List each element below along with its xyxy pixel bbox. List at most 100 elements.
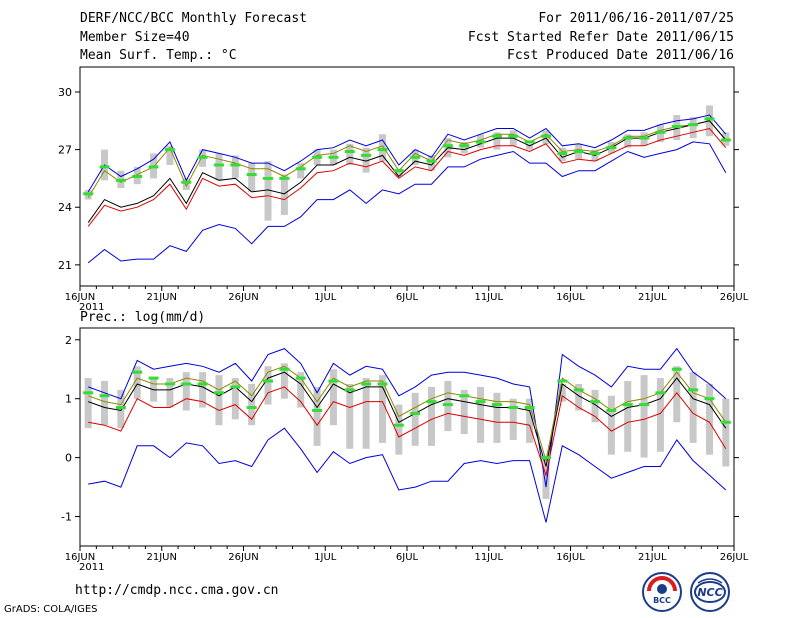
prec-box bbox=[477, 386, 485, 443]
prec-box bbox=[411, 392, 419, 446]
temp-box bbox=[297, 163, 305, 179]
temp-green-marker bbox=[246, 173, 257, 177]
prec-ytick-label: 0 bbox=[65, 452, 72, 465]
prec-box bbox=[575, 383, 583, 411]
temp-box bbox=[346, 143, 354, 165]
temp-box bbox=[378, 134, 386, 162]
chart-title: DERF/NCC/BCC Monthly Forecast bbox=[80, 11, 307, 26]
prec-green-marker bbox=[328, 379, 339, 383]
prec-box bbox=[460, 389, 468, 435]
temp-green-marker bbox=[590, 151, 601, 155]
footer-url[interactable]: http://cmdp.ncc.cma.gov.cn bbox=[75, 583, 279, 598]
prec-green-marker bbox=[459, 394, 470, 398]
prec-green-marker bbox=[590, 400, 601, 404]
temp-green-marker bbox=[491, 134, 502, 138]
temp-ytick-label: 21 bbox=[58, 259, 72, 272]
temp-ytick-label: 24 bbox=[58, 201, 72, 214]
prec-box bbox=[378, 375, 386, 443]
prec-ytick-label: 2 bbox=[65, 334, 72, 347]
temp-box bbox=[231, 155, 239, 179]
prec-xtick-label: 11JUL bbox=[474, 552, 503, 563]
temp-green-marker bbox=[295, 167, 306, 171]
prec-box bbox=[722, 398, 730, 467]
prec-box bbox=[362, 378, 370, 449]
prec-green-marker bbox=[622, 403, 633, 407]
prec-xtick-label: 1JUL bbox=[314, 552, 337, 563]
temp-green-marker bbox=[688, 123, 699, 127]
prec-ytick-label: -1 bbox=[61, 511, 72, 524]
bcc-logo-text: BCC bbox=[653, 596, 671, 605]
temp-green-marker bbox=[540, 134, 551, 138]
temp-line-min bbox=[87, 141, 727, 264]
temp-green-marker bbox=[83, 192, 94, 196]
prec-green-marker bbox=[557, 379, 568, 383]
prec-box bbox=[526, 398, 534, 443]
variable-label: Mean Surf. Temp.: °C bbox=[80, 48, 237, 63]
prec-box bbox=[705, 383, 713, 455]
temp-green-marker bbox=[655, 130, 666, 134]
temp-box bbox=[526, 143, 534, 150]
prec-box bbox=[509, 398, 517, 440]
temp-green-marker bbox=[671, 125, 682, 129]
prec-green-marker bbox=[213, 391, 224, 395]
temp-green-marker bbox=[197, 155, 208, 159]
temp-green-marker bbox=[508, 134, 519, 138]
prec-green-marker bbox=[688, 388, 699, 392]
temp-green-marker bbox=[361, 153, 372, 157]
prec-green-marker bbox=[704, 397, 715, 401]
prec-green-marker bbox=[491, 403, 502, 407]
temp-box bbox=[166, 145, 174, 165]
temp-green-marker bbox=[475, 140, 486, 144]
temp-xtick-label: 21JUN bbox=[147, 292, 177, 303]
prec-green-marker bbox=[230, 385, 241, 389]
prec-green-marker bbox=[148, 376, 159, 380]
temp-green-marker bbox=[164, 148, 175, 152]
temp-green-marker bbox=[639, 136, 650, 140]
prec-frame bbox=[79, 327, 735, 547]
prec-box bbox=[297, 372, 305, 408]
prec-green-marker bbox=[573, 388, 584, 392]
temp-box bbox=[215, 153, 223, 181]
temp-box bbox=[689, 116, 697, 139]
temp-box bbox=[248, 163, 256, 192]
prec-box bbox=[591, 389, 599, 423]
prec-green-marker bbox=[377, 382, 388, 386]
temp-xtick-label: 11JUL bbox=[474, 292, 503, 303]
ncc-logo-text: NCC bbox=[697, 586, 723, 599]
prec-box bbox=[656, 378, 664, 452]
prec-box bbox=[166, 378, 174, 408]
prec-green-marker bbox=[295, 376, 306, 380]
temp-green-marker bbox=[393, 169, 404, 173]
prec-green-marker bbox=[246, 406, 257, 410]
prec-ytick-label: 1 bbox=[65, 393, 72, 406]
prec-xtick-label: 21JUL bbox=[638, 552, 667, 563]
temp-green-marker bbox=[622, 136, 633, 140]
temp-green-marker bbox=[377, 148, 388, 152]
prec-box bbox=[84, 378, 92, 429]
temp-xtick-label: 6JUL bbox=[396, 292, 419, 303]
temp-box bbox=[460, 141, 468, 154]
prec-box bbox=[231, 378, 239, 420]
temp-ytick-label: 30 bbox=[58, 86, 72, 99]
prec-xtick-label: 6JUL bbox=[396, 552, 419, 563]
prec-box bbox=[215, 375, 223, 426]
temp-box bbox=[362, 147, 370, 173]
temp-green-marker bbox=[213, 163, 224, 167]
prec-line-min bbox=[88, 427, 727, 523]
prec-green-marker bbox=[393, 423, 404, 427]
temp-frame bbox=[79, 66, 735, 287]
prec-line-max_member_proxy bbox=[88, 365, 727, 461]
temp-green-marker bbox=[99, 165, 110, 169]
prec-green-marker bbox=[279, 367, 290, 371]
prec-green-marker bbox=[361, 382, 372, 386]
temp-green-marker bbox=[328, 155, 339, 159]
temp-xtick-label: 26JUN bbox=[228, 292, 258, 303]
prec-box bbox=[607, 395, 615, 455]
bcc-logo: BCC bbox=[641, 571, 683, 613]
temp-line-max bbox=[87, 114, 727, 193]
prec-box bbox=[624, 381, 632, 452]
prec-green-marker bbox=[720, 420, 731, 424]
prec-green-marker bbox=[508, 406, 519, 410]
prec-box bbox=[640, 375, 648, 458]
